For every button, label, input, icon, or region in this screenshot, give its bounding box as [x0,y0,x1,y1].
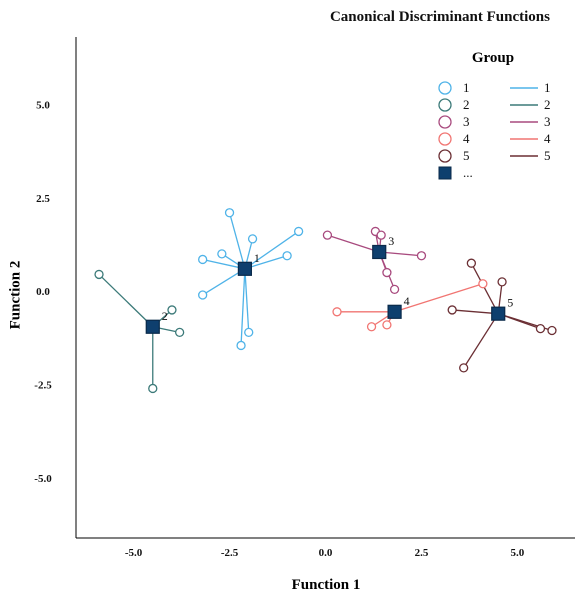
centroid-label: 1 [254,251,260,265]
x-tick-label: 5.0 [511,547,525,559]
centroid-label: 4 [404,294,410,308]
legend-title: Group [471,50,515,66]
legend-line-label: 5 [544,148,551,163]
legend-centroid-marker [438,166,452,180]
group-1-point [244,327,254,338]
group-3-point [322,230,333,240]
group-1-line [228,212,246,269]
group-1-point [217,249,227,259]
legend-marker-1 [438,81,452,95]
y-tick-label: -5.0 [34,473,52,485]
centroid-label: 3 [388,234,394,248]
x-tick-label: -2.5 [221,547,239,559]
legend-marker-label: 1 [463,80,470,95]
group-1-point [224,208,235,218]
group-2-point [148,383,158,394]
group-1-line [244,268,250,333]
group-1-centroid [237,261,252,276]
x-tick-label: -5.0 [125,547,143,559]
legend-marker-3 [438,115,452,129]
group-5-point [447,305,457,315]
legend-marker-label: 2 [463,97,470,112]
group-1-line [244,230,300,270]
x-tick-label: 2.5 [415,547,429,559]
x-axis-label: Function 1 [291,577,361,593]
legend-line-label: 3 [544,114,551,129]
legend-centroid-label: ... [463,165,473,180]
centroid-label: 5 [507,296,513,310]
legend-line-label: 4 [544,131,551,146]
group-1-point [198,254,208,265]
group-2-line [98,273,154,328]
group-3-line [327,234,380,253]
group-4-point [382,320,392,330]
group-2-centroid [145,319,160,334]
group-4-point [366,322,377,332]
group-4-line [394,283,484,313]
group-1-point [198,290,208,300]
group-3-centroid [372,244,387,260]
chart-title: Canonical Discriminant Functions [329,9,550,25]
group-5-point [466,258,477,268]
legend-marker-label: 4 [463,131,470,146]
y-tick-label: 2.5 [36,193,50,205]
legend-line-label: 1 [544,80,551,95]
group-1-line [240,268,246,346]
group-3-point [389,284,400,295]
group-5-line [470,262,499,314]
y-tick-label: -2.5 [34,380,52,392]
group-5-point [535,323,546,334]
legend-line-label: 2 [544,97,551,112]
group-5-point [459,363,469,373]
legend-marker-5 [438,149,452,163]
group-2-point [174,327,185,338]
group-3-point [376,230,386,240]
group-5-point [497,277,507,287]
y-tick-label: 5.0 [36,99,50,111]
legend-marker-4 [438,132,452,146]
group-3-point [382,267,392,278]
legend-marker-2 [438,98,452,112]
group-5-line [463,313,499,369]
group-5-line [452,309,499,315]
group-3-point [416,251,427,261]
y-axis-label: Function 2 [7,260,24,330]
group-1-point [282,251,292,261]
group-4-centroid [387,304,402,319]
legend-marker-label: 5 [463,148,470,163]
group-1-point [236,340,246,351]
centroid-label: 2 [162,309,168,323]
group-4-point [332,307,342,317]
legend-marker-label: 3 [463,114,470,129]
group-2-point [167,305,177,315]
x-tick-label: 0.0 [319,547,333,559]
group-1-point [247,234,258,244]
group-2-point [94,269,104,280]
group-5-centroid [491,306,506,321]
group-4-point [478,279,488,289]
y-tick-label: 0.0 [36,286,50,298]
group-1-point [293,226,304,237]
group-5-point [547,325,557,336]
